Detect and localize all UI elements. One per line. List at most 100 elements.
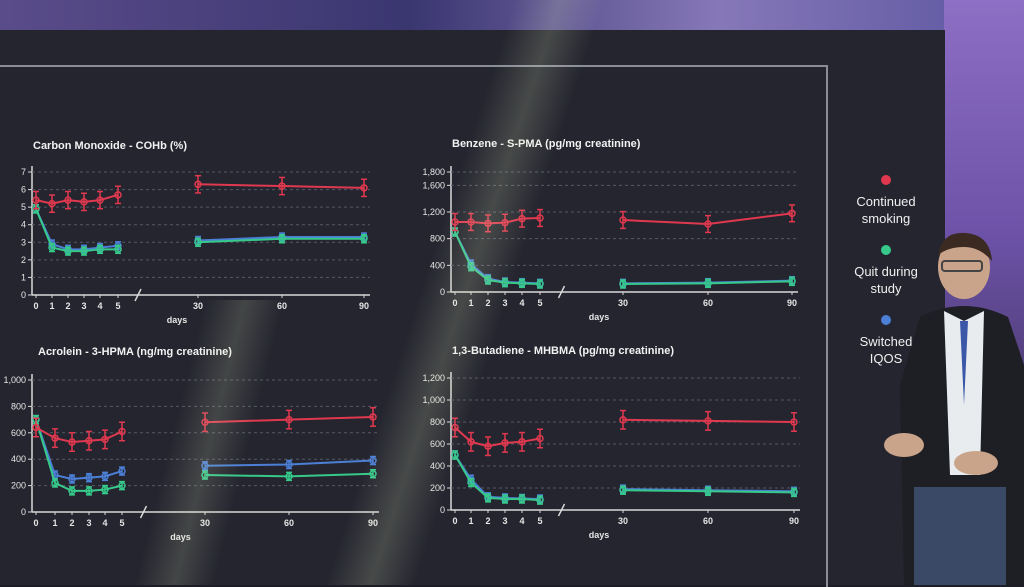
data-point-co: [48, 199, 56, 208]
y-tick-label-butadiene: 1,200: [422, 373, 445, 383]
x-tick-label-co: 30: [193, 301, 203, 311]
data-point-acrolein: [85, 473, 93, 482]
data-point-acrolein: [68, 487, 76, 495]
data-point-acrolein: [101, 485, 109, 494]
y-tick-label-butadiene: 0: [440, 505, 445, 515]
y-tick-label-co: 3: [21, 237, 26, 247]
x-tick-label-co: 90: [359, 301, 369, 311]
data-point-acrolein: [68, 438, 76, 446]
y-tick-label-co: 2: [21, 255, 26, 265]
x-tick-label-co: 2: [65, 301, 70, 311]
legend-item-quit: Quit during study: [836, 245, 936, 297]
x-axis-label-acrolein: days: [170, 532, 191, 542]
x-tick-label-benzene: 3: [502, 298, 507, 308]
x-tick-label-co: 1: [49, 301, 54, 311]
data-point-acrolein: [118, 427, 126, 436]
data-point-benzene: [501, 278, 509, 287]
x-tick-label-benzene: 5: [537, 298, 542, 308]
data-point-acrolein: [369, 413, 377, 421]
data-point-butadiene: [704, 487, 712, 496]
x-tick-label-co: 4: [97, 301, 102, 311]
y-tick-label-benzene: 1,200: [422, 207, 445, 217]
data-point-benzene: [536, 280, 544, 288]
data-point-acrolein: [285, 472, 293, 481]
data-point-acrolein: [201, 471, 209, 479]
data-point-co: [114, 245, 122, 254]
x-tick-label-acrolein: 60: [284, 518, 294, 528]
data-point-acrolein: [118, 467, 126, 475]
x-tick-label-butadiene: 30: [618, 516, 628, 526]
data-point-acrolein: [369, 469, 377, 478]
data-point-benzene: [518, 214, 526, 223]
x-tick-label-acrolein: 5: [119, 518, 124, 528]
data-point-acrolein: [118, 481, 126, 490]
y-tick-label-co: 1: [21, 272, 26, 282]
data-point-co: [64, 196, 72, 204]
y-tick-label-co: 5: [21, 202, 26, 212]
data-point-acrolein: [285, 415, 293, 424]
data-point-benzene: [704, 279, 712, 288]
axis-break-benzene: [557, 285, 566, 299]
y-tick-label-butadiene: 200: [430, 483, 445, 493]
data-point-co: [48, 243, 56, 252]
x-tick-label-acrolein: 1: [52, 518, 57, 528]
data-point-butadiene: [501, 439, 509, 447]
data-point-acrolein: [285, 460, 293, 469]
x-tick-label-acrolein: 2: [69, 518, 74, 528]
data-point-co: [194, 238, 202, 247]
data-point-co: [64, 247, 72, 255]
data-point-butadiene: [451, 423, 459, 432]
series-line-co: [35, 208, 118, 253]
y-tick-label-benzene: 1,800: [422, 167, 445, 177]
y-tick-label-benzene: 1,600: [422, 180, 445, 190]
chart-title-carbon-monoxide: Carbon Monoxide - COHb (%): [33, 140, 187, 152]
x-tick-label-butadiene: 0: [452, 516, 457, 526]
data-point-co: [194, 180, 202, 189]
x-tick-label-butadiene: 90: [789, 516, 799, 526]
y-tick-label-butadiene: 800: [430, 417, 445, 427]
data-point-butadiene: [536, 496, 544, 504]
data-point-acrolein: [51, 434, 59, 442]
data-point-benzene: [619, 216, 627, 224]
x-axis-label-co: days: [167, 315, 188, 325]
y-tick-label-acrolein: 600: [11, 428, 26, 438]
data-point-benzene: [467, 262, 475, 271]
x-tick-label-benzene: 4: [519, 298, 524, 308]
x-tick-label-butadiene: 1: [468, 516, 473, 526]
series-line-acrolein: [35, 426, 123, 444]
data-point-co: [278, 182, 286, 190]
x-tick-label-acrolein: 90: [368, 518, 378, 528]
x-tick-label-acrolein: 3: [86, 518, 91, 528]
y-tick-label-co: 7: [21, 167, 26, 177]
y-tick-label-acrolein: 1,000: [3, 375, 26, 385]
y-tick-label-acrolein: 200: [11, 481, 26, 491]
y-tick-label-benzene: 0: [440, 287, 445, 297]
data-point-butadiene: [518, 495, 526, 503]
data-point-butadiene: [518, 438, 526, 446]
x-tick-label-butadiene: 60: [703, 516, 713, 526]
x-axis-label-butadiene: days: [589, 530, 610, 540]
presenter-figure: [884, 232, 1024, 585]
data-point-acrolein: [85, 436, 93, 445]
data-point-co: [114, 191, 122, 199]
data-point-butadiene: [467, 438, 475, 446]
series-line-benzene: [454, 231, 541, 285]
data-point-acrolein: [201, 418, 209, 426]
x-tick-label-acrolein: 0: [33, 518, 38, 528]
data-point-benzene: [536, 214, 544, 222]
data-point-co: [80, 247, 88, 255]
data-point-co: [96, 196, 104, 204]
x-axis-label-benzene: days: [589, 312, 610, 322]
data-point-benzene: [788, 277, 796, 286]
legend-dot-continued: [881, 175, 891, 185]
legend-item-switched: Switched IQOS: [836, 315, 936, 367]
axis-break-co: [134, 288, 142, 302]
data-point-butadiene: [451, 451, 459, 459]
y-tick-label-co: 4: [21, 220, 26, 230]
data-point-co: [80, 198, 88, 206]
data-point-butadiene: [484, 494, 492, 502]
axis-break-acrolein: [139, 505, 148, 519]
data-point-benzene: [518, 279, 526, 288]
series-line-acrolein: [35, 419, 123, 481]
